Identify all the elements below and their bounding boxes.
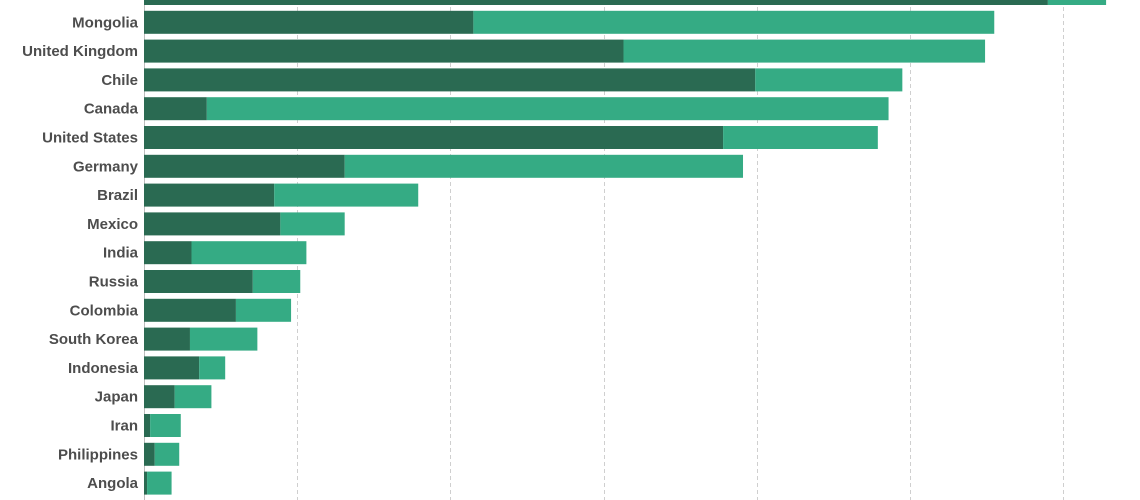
bar-layer [144, 0, 1107, 495]
bar-segment-2 [147, 471, 172, 495]
bar-segment-1 [144, 212, 281, 236]
bar-segment-2 [274, 183, 419, 207]
category-label-layer: Mongolia United Kingdom Chile Canada United … [22, 14, 138, 492]
category-label: Canada [84, 101, 139, 118]
category-label: Mongolia [72, 14, 138, 31]
category-label: Colombia [70, 302, 139, 319]
category-label: Indonesia [68, 360, 139, 377]
bar-segment-1 [144, 68, 756, 92]
bar-segment-1 [144, 414, 151, 437]
bar-segment-2 [344, 154, 744, 178]
category-label: Philippines [58, 446, 138, 463]
category-label: United States [42, 130, 138, 147]
bar-segment-2 [623, 39, 986, 63]
category-label: Chile [101, 72, 138, 89]
category-label: India [103, 245, 139, 262]
category-label: Japan [95, 389, 138, 406]
category-label: Iran [110, 418, 138, 435]
category-label: United Kingdom [22, 43, 138, 60]
category-label: Mexico [87, 216, 138, 233]
bar-segment-1 [144, 298, 236, 322]
bar-segment-1 [144, 471, 148, 495]
bar-segment-2 [154, 442, 180, 466]
bar-segment-2 [235, 298, 292, 322]
bar-segment-1 [144, 241, 192, 265]
bar-segment-2 [755, 68, 903, 92]
bar-segment-2 [723, 126, 878, 149]
bar-segment-1 [144, 97, 207, 121]
bar-segment-2 [206, 97, 889, 121]
bar-segment-1 [144, 10, 474, 34]
category-label: Russia [89, 274, 139, 291]
category-label: Angola [87, 475, 138, 492]
bar-segment-1 [144, 327, 190, 351]
bar-segment-1 [144, 183, 275, 207]
bar-segment-2 [1047, 0, 1107, 5]
bar-segment-1 [144, 154, 345, 178]
bar-segment-1 [144, 126, 724, 149]
bar-segment-2 [280, 212, 345, 236]
bar-segment-2 [174, 385, 212, 409]
bar-segment-2 [473, 10, 995, 34]
bar-segment-2 [252, 270, 301, 293]
bar-segment-1 [144, 356, 200, 380]
bar-segment-2 [150, 414, 181, 437]
category-label: Germany [73, 158, 139, 175]
bar-segment-1 [144, 39, 624, 63]
bar-segment-2 [199, 356, 226, 380]
category-label: South Korea [49, 331, 139, 348]
category-label: Brazil [97, 187, 138, 204]
bar-segment-1 [144, 442, 155, 466]
bar-segment-1 [144, 385, 175, 409]
bar-segment-2 [191, 241, 307, 265]
bar-segment-1 [144, 0, 1048, 5]
bar-segment-2 [189, 327, 258, 351]
bar-segment-1 [144, 270, 253, 293]
